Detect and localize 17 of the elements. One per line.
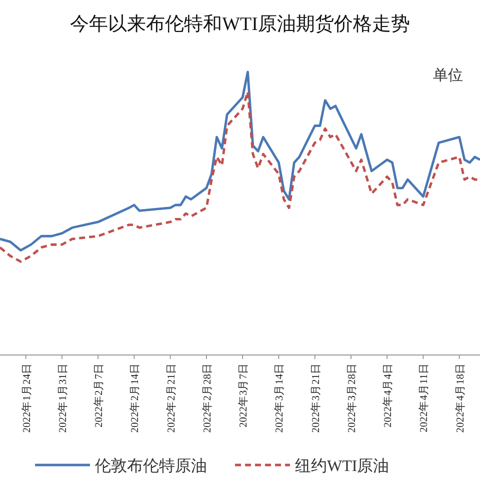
x-tick-label: 2022年4月18日 — [454, 363, 466, 433]
x-tick-label: 2022年2月7日 — [93, 363, 106, 428]
annotation: 单位 — [433, 67, 463, 84]
x-tick-label: 2022年2月28日 — [201, 363, 214, 433]
chart-title: 今年以来布伦特和WTI原油期货价格走势 — [70, 14, 410, 35]
x-tick-label: 2022年4月11日 — [418, 363, 430, 432]
x-tick-label: 2022年3月7日 — [238, 363, 250, 428]
x-tick-label: 2022年1月31日 — [56, 363, 69, 433]
x-tick-label: 2022年2月14日 — [129, 363, 142, 433]
x-tick-label: 2022年4月4日 — [382, 363, 394, 428]
x-tick-label: 2022年2月21日 — [165, 363, 178, 433]
x-tick-label: 2022年3月14日 — [274, 363, 286, 433]
x-tick-label: 2022年3月28日 — [346, 363, 358, 433]
legend-label: 纽约WTI原油 — [295, 457, 390, 475]
legend-label: 伦敦布伦特原油 — [95, 457, 207, 475]
x-tick-label: 2022年1月24日 — [20, 363, 33, 433]
x-tick-label: 2022年3月21日 — [310, 363, 322, 433]
